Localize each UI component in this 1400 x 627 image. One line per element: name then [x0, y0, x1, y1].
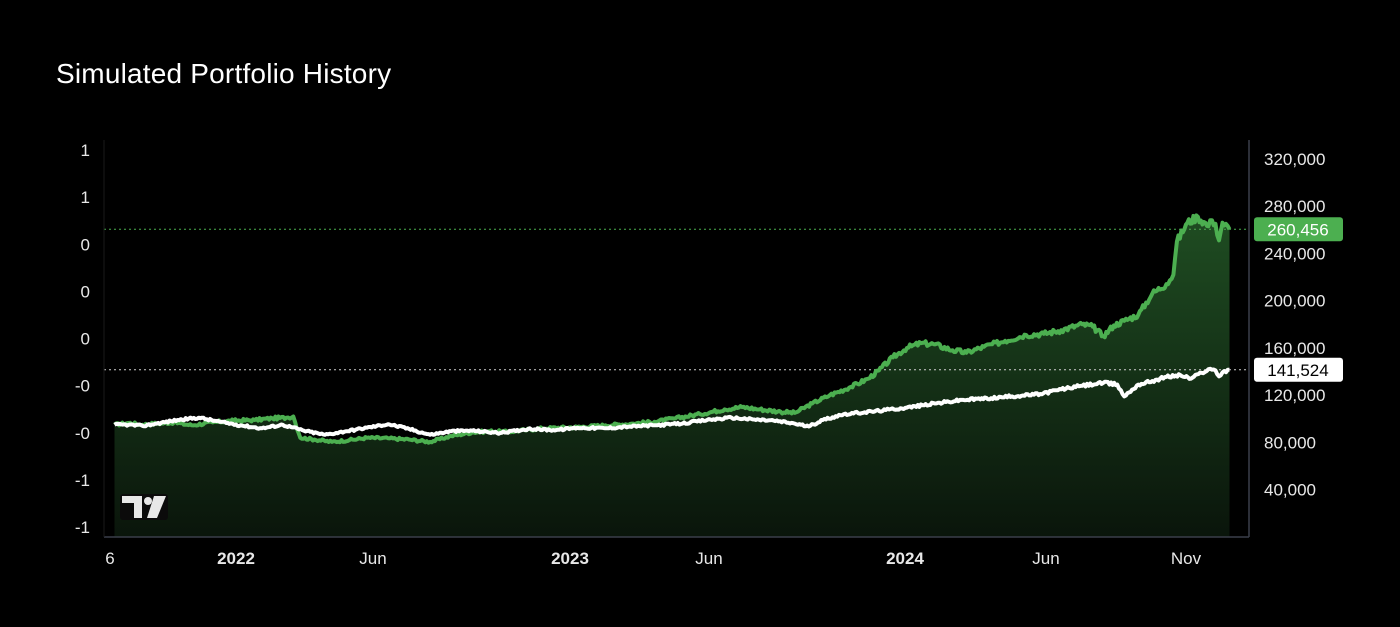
right-axis-tick-label: 160,000 [1264, 339, 1325, 358]
left-axis-tick-label: 0 [81, 330, 90, 349]
last-value-badges: 260,456 141,524 [1254, 217, 1343, 382]
portfolio-series-line [113, 213, 1232, 445]
left-axis-tick-label: 0 [81, 282, 90, 301]
x-axis-tick-label: 2023 [551, 549, 589, 568]
left-axis-ticks: 1 1 0 0 0 -0 -0 -1 -1 [75, 141, 90, 537]
right-axis-ticks: 320,000 280,000 240,000 200,000 160,000 120,0… [1264, 150, 1325, 500]
right-axis-tick-label: 120,000 [1264, 386, 1325, 405]
x-axis-tick-label: Nov [1171, 549, 1202, 568]
portfolio-last-value-badge-bg [1254, 217, 1343, 242]
x-axis-tick-label: Jun [1032, 549, 1059, 568]
left-axis-tick-label: -1 [75, 518, 90, 537]
plot-area [104, 213, 1249, 537]
right-axis-tick-label: 80,000 [1264, 433, 1316, 452]
benchmark-last-value-badge-bg [1254, 357, 1343, 382]
right-axis-tick-label: 40,000 [1264, 481, 1316, 500]
x-axis-tick-label: Jun [695, 549, 722, 568]
right-axis-tick-label: 280,000 [1264, 197, 1325, 216]
right-axis-tick-label: 240,000 [1264, 244, 1325, 263]
portfolio-last-value-badge-label: 260,456 [1267, 220, 1328, 239]
x-axis-tick-label: Jun [359, 549, 386, 568]
left-axis-tick-label: 1 [81, 188, 90, 207]
x-axis-tick-label: 2024 [886, 549, 924, 568]
right-axis-tick-label: 320,000 [1264, 150, 1325, 169]
portfolio-area [114, 215, 1230, 537]
x-axis-tick-label: 6 [105, 549, 114, 568]
benchmark-last-value-badge-label: 141,524 [1267, 361, 1328, 380]
left-axis-tick-label: -1 [75, 471, 90, 490]
left-axis-tick-label: -0 [75, 377, 90, 396]
x-axis-tick-label: 2022 [217, 549, 255, 568]
axes [103, 140, 1250, 538]
left-axis-tick-label: 1 [81, 141, 90, 160]
chart-title: Simulated Portfolio History [56, 58, 392, 89]
left-axis-tick-label: 0 [81, 235, 90, 254]
right-axis-tick-label: 200,000 [1264, 292, 1325, 311]
left-axis-tick-label: -0 [75, 424, 90, 443]
x-axis-ticks: 6 2022 Jun 2023 Jun 2024 Jun Nov [105, 549, 1201, 568]
benchmark-series-line [113, 366, 1230, 437]
tradingview-logo-icon [120, 494, 168, 520]
